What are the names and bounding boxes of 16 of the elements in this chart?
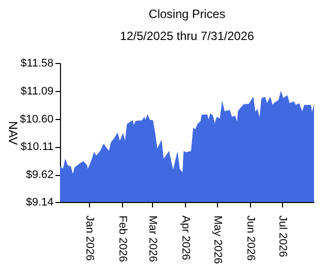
x-tick-label: Mar 2026	[146, 216, 158, 262]
y-tick-label: $11.09	[20, 85, 54, 98]
chart-subtitle: 12/5/2025 thru 7/31/2026	[120, 29, 254, 43]
y-axis-title: NAV	[6, 121, 20, 145]
chart-title: Closing Prices	[148, 7, 226, 21]
x-tick-label: May 2026	[211, 216, 224, 264]
y-tick-label: $9.14	[26, 196, 54, 208]
y-tick-label: $10.11	[20, 141, 54, 154]
x-tick-label: Jul 2026	[276, 216, 288, 258]
x-tick-label: Jun 2026	[244, 216, 256, 261]
x-tick-label: Feb 2026	[116, 216, 128, 262]
y-tick-label: $10.60	[20, 113, 54, 126]
y-tick-label: $9.62	[26, 169, 54, 182]
x-tick-label: Apr 2026	[179, 216, 192, 260]
x-tick-label: Jan 2026	[83, 216, 96, 261]
y-tick-label: $11.58	[20, 58, 54, 70]
